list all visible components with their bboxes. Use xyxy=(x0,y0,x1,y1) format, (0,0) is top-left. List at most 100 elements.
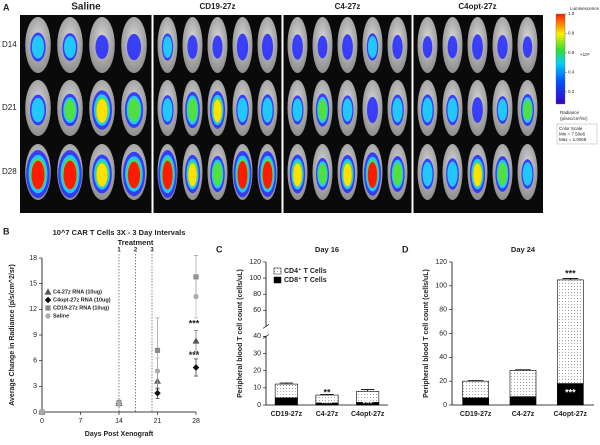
panel-label: B xyxy=(3,226,10,236)
bar-segment xyxy=(274,383,298,399)
y-tick-label: 60 xyxy=(439,330,447,337)
bar-segment xyxy=(462,380,489,399)
signal-yellow xyxy=(212,162,223,186)
legend-marker xyxy=(45,305,51,311)
signal-blue xyxy=(472,34,483,60)
signal-green xyxy=(342,98,353,122)
legend-label: CD8⁺ T Cells xyxy=(284,276,327,284)
signal-red xyxy=(237,161,248,189)
x-tick-label: 28 xyxy=(192,418,200,425)
column-title: CD19-27z xyxy=(199,2,235,11)
y-tick-label: 3 xyxy=(33,383,37,390)
signal-red xyxy=(343,163,352,187)
legend-label: CD19-27z RNA (10ug) xyxy=(53,305,109,311)
y-tick-label: 20 xyxy=(253,368,261,375)
row-label: D21 xyxy=(2,103,17,112)
y-axis-label: Peripheral blood T cell count (cells/uL) xyxy=(423,269,430,398)
signal-red xyxy=(473,163,482,187)
marker xyxy=(116,400,122,407)
annotation: *** xyxy=(565,387,576,397)
error-bar xyxy=(562,278,579,280)
annotation: *** xyxy=(189,350,200,360)
legend-marker xyxy=(44,288,52,295)
signal-yellow xyxy=(128,98,140,122)
column-title: C4-27z xyxy=(335,2,361,11)
figure-layer: A Saline CD19-27z C4-27z C4opt-27zD14D21D28L… xyxy=(2,2,600,438)
signal-red xyxy=(96,99,108,123)
colorbar-title: Luminescence xyxy=(570,6,600,11)
signal-red xyxy=(162,160,173,190)
x-tick-label: 21 xyxy=(154,418,162,425)
row-label: D14 xyxy=(2,40,17,49)
signal-green xyxy=(262,97,273,123)
signal-blue xyxy=(187,35,198,59)
colorbar-unit-title: Radiance xyxy=(560,110,580,115)
signal-green xyxy=(162,98,173,122)
signal-red xyxy=(127,161,141,189)
annotation: ** xyxy=(323,388,331,398)
bar-segment xyxy=(509,370,537,397)
chart-subtitle: Treatment xyxy=(118,238,154,247)
x-tick-label: CD19-27z xyxy=(460,411,492,418)
x-tick-label: C4opt-27z xyxy=(351,411,385,418)
colorbar-tick-label: 0.4 xyxy=(568,70,575,75)
y-tick-label: 40 xyxy=(439,354,447,361)
colorbar-tick-label: 0.2 xyxy=(568,89,575,94)
y-tick-label: 0 xyxy=(33,409,37,416)
y-tick-label: 80 xyxy=(253,291,261,298)
colorbar-unit: (p/sec/cm²/sr) xyxy=(560,116,588,121)
signal-yellow xyxy=(64,99,76,121)
marker xyxy=(193,293,199,300)
annotation: *** xyxy=(362,398,373,408)
signal-blue xyxy=(236,33,249,61)
y-tick-label: 80 xyxy=(439,307,447,314)
signal-blue xyxy=(366,96,379,124)
chart-title: Day 24 xyxy=(511,245,536,254)
signal-green xyxy=(31,97,45,123)
scale-line: Color Scale xyxy=(559,126,583,131)
signal-yellow xyxy=(497,162,508,186)
signal-red xyxy=(293,163,302,187)
signal-green xyxy=(497,98,508,122)
error-bar xyxy=(360,389,375,392)
signal-yellow xyxy=(318,163,327,185)
signal-blue xyxy=(447,35,458,59)
y-tick-label: 40 xyxy=(253,333,261,340)
signal-blue xyxy=(317,35,328,59)
y-tick-label: 0 xyxy=(257,402,261,409)
error-bar xyxy=(515,369,531,371)
y-tick-label: 120 xyxy=(435,259,447,266)
colorbar-tick-label: 1.0 xyxy=(568,11,575,16)
chart-title: 10^7 CAR T Cells 3X - 3 Day Intervals xyxy=(53,228,186,237)
signal-blue xyxy=(212,35,223,59)
y-tick-label: 18 xyxy=(29,255,37,262)
legend-marker xyxy=(44,296,52,304)
treatment-label: 2 xyxy=(134,248,138,254)
signal-blue xyxy=(292,34,303,60)
bar-segment xyxy=(274,397,298,406)
x-tick-label: C4-27z xyxy=(512,411,535,418)
x-tick-label: C4opt-27z xyxy=(554,411,588,418)
signal-green xyxy=(447,97,458,123)
legend-swatch xyxy=(273,267,282,275)
scale-line: Max = 1.00e8 xyxy=(559,137,587,142)
y-tick-label: 100 xyxy=(435,283,447,290)
signal-yellow xyxy=(523,99,532,121)
signal-blue xyxy=(497,34,508,60)
legend-label: C4-27z RNA (10ug) xyxy=(53,289,102,295)
annotation: *** xyxy=(322,399,333,409)
x-tick-label: 7 xyxy=(79,418,83,425)
signal-red xyxy=(63,160,77,190)
signal-green xyxy=(422,161,433,187)
signal-blue xyxy=(95,35,109,59)
marker xyxy=(192,364,200,371)
bar-segment xyxy=(462,397,489,406)
signal-red xyxy=(31,160,45,190)
signal-green xyxy=(522,162,533,186)
signal-blue xyxy=(126,33,142,61)
colorbar xyxy=(555,13,566,105)
signal-green xyxy=(392,97,403,123)
signal-blue xyxy=(392,34,403,60)
signal-green xyxy=(64,35,76,59)
y-tick-label: 10 xyxy=(253,385,261,392)
